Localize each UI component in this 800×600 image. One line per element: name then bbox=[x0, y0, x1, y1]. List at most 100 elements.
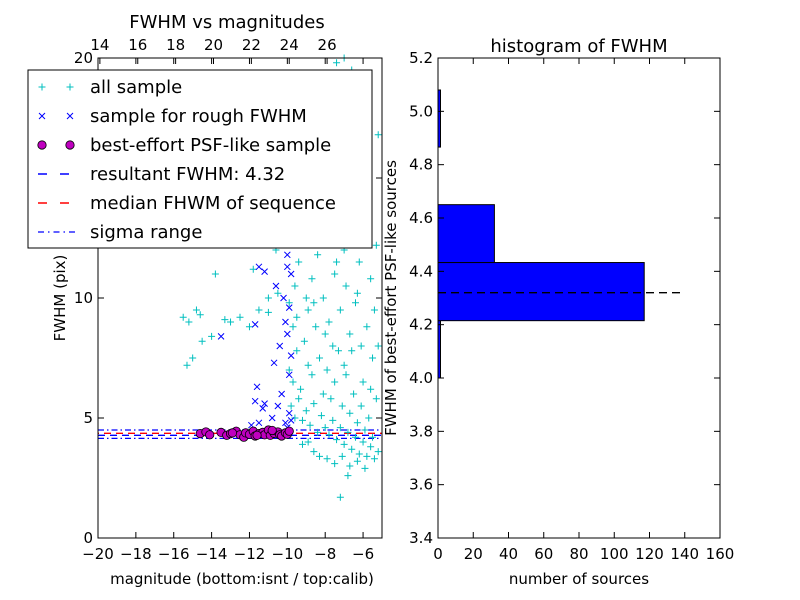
point-all-sample bbox=[374, 131, 382, 139]
point-all-sample bbox=[346, 409, 354, 417]
histogram-x-tick-label: 40 bbox=[499, 545, 518, 563]
point-all-sample bbox=[227, 318, 235, 326]
point-best-effort bbox=[252, 430, 262, 440]
histogram-x-tick-label: 140 bbox=[670, 545, 699, 563]
point-all-sample bbox=[353, 419, 361, 427]
point-all-sample bbox=[351, 433, 359, 441]
point-all-sample bbox=[348, 445, 356, 453]
x-axis-ticks: −20 −18 −16 −14 −12 −10 −8 −6 bbox=[82, 58, 374, 563]
histogram-y-ticks: 3.4 3.6 3.8 4.0 4.2 4.4 4.6 4.8 5.0 5.2 bbox=[409, 49, 720, 547]
point-rough-fwhm bbox=[217, 333, 225, 340]
point-rough-fwhm bbox=[283, 330, 291, 338]
point-all-sample bbox=[325, 431, 333, 439]
point-all-sample bbox=[325, 318, 333, 326]
point-all-sample bbox=[336, 493, 344, 501]
histogram-x-label: number of sources bbox=[509, 570, 649, 588]
point-rough-fwhm bbox=[272, 282, 280, 290]
y-tick-label: 20 bbox=[74, 49, 93, 67]
point-all-sample bbox=[321, 330, 329, 338]
histogram-y-tick-label: 3.6 bbox=[409, 476, 433, 494]
legend-marker-circle bbox=[37, 140, 47, 150]
point-all-sample bbox=[361, 464, 369, 472]
scatter-x-label: magnitude (bottom:isnt / top:calib) bbox=[110, 570, 374, 588]
point-all-sample bbox=[319, 390, 327, 398]
point-all-sample bbox=[304, 438, 312, 446]
point-rough-fwhm bbox=[283, 263, 291, 271]
top-tick-label: 18 bbox=[166, 36, 185, 54]
y-tick-label: 5 bbox=[83, 409, 93, 427]
series-all-sample bbox=[179, 54, 382, 501]
x-tick-label: −6 bbox=[352, 545, 374, 563]
histogram-y-tick-label: 3.8 bbox=[409, 422, 433, 440]
legend-marker-x bbox=[38, 112, 46, 120]
point-all-sample bbox=[255, 306, 263, 314]
point-all-sample bbox=[329, 416, 337, 424]
point-all-sample bbox=[338, 452, 346, 460]
point-all-sample bbox=[317, 412, 325, 420]
point-rough-fwhm bbox=[253, 383, 261, 391]
top-tick-label: 24 bbox=[280, 36, 299, 54]
point-all-sample bbox=[342, 282, 350, 290]
point-rough-fwhm bbox=[259, 405, 267, 412]
point-all-sample bbox=[346, 330, 354, 338]
y-tick-label: 10 bbox=[74, 289, 93, 307]
point-all-sample bbox=[310, 299, 318, 307]
point-all-sample bbox=[372, 395, 380, 403]
point-all-sample bbox=[323, 366, 331, 374]
point-all-sample bbox=[196, 311, 204, 319]
legend-label: best-effort PSF-like sample bbox=[90, 135, 331, 156]
point-all-sample bbox=[374, 342, 382, 350]
point-all-sample bbox=[192, 306, 200, 314]
histogram-y-tick-label: 5.2 bbox=[409, 49, 433, 67]
histogram-title: histogram of FWHM bbox=[490, 36, 667, 57]
point-all-sample bbox=[264, 308, 272, 316]
point-all-sample bbox=[319, 294, 327, 302]
point-rough-fwhm bbox=[255, 419, 263, 427]
point-best-effort bbox=[267, 425, 277, 436]
point-all-sample bbox=[316, 354, 324, 362]
x-tick-label: −14 bbox=[196, 545, 228, 563]
scatter-title: FWHM vs magnitudes bbox=[129, 12, 324, 33]
point-all-sample bbox=[350, 390, 358, 398]
point-all-sample bbox=[302, 294, 310, 302]
point-all-sample bbox=[295, 395, 303, 403]
legend-box bbox=[27, 69, 373, 249]
legend-label: all sample bbox=[90, 77, 182, 98]
point-rough-fwhm bbox=[270, 359, 278, 367]
point-all-sample bbox=[295, 258, 303, 266]
point-rough-fwhm bbox=[268, 414, 276, 422]
point-rough-fwhm bbox=[251, 397, 259, 405]
point-all-sample bbox=[348, 347, 356, 355]
x-tick-label: −12 bbox=[234, 545, 266, 563]
point-all-sample bbox=[274, 289, 282, 297]
histogram-y-tick-label: 4.2 bbox=[409, 316, 433, 334]
point-all-sample bbox=[372, 241, 380, 249]
point-rough-fwhm bbox=[251, 321, 259, 328]
point-all-sample bbox=[291, 414, 299, 422]
scatter-plot-frame bbox=[97, 57, 383, 539]
point-all-sample bbox=[245, 323, 253, 331]
point-all-sample bbox=[331, 378, 339, 386]
point-all-sample bbox=[236, 313, 244, 321]
point-all-sample bbox=[308, 371, 316, 379]
point-rough-fwhm bbox=[287, 417, 295, 424]
histogram-x-ticks: 0 20 40 60 80 100 120 140 160 bbox=[433, 58, 734, 563]
point-all-sample bbox=[185, 318, 193, 326]
top-tick-label: 14 bbox=[90, 36, 109, 54]
point-all-sample bbox=[316, 452, 324, 460]
y-tick-label: 0 bbox=[83, 529, 93, 547]
point-all-sample bbox=[285, 366, 293, 374]
histogram-y-tick-label: 4.0 bbox=[409, 369, 433, 387]
point-all-sample bbox=[357, 402, 365, 410]
point-rough-fwhm bbox=[283, 251, 291, 259]
point-all-sample bbox=[264, 294, 272, 302]
histogram-chart: 0 20 40 60 80 100 120 140 160 3.4 3.6 3.8 4.0 4.2 4.4… bbox=[382, 36, 734, 588]
legend-entries: all sample sample for rough FWHM best-effo… bbox=[37, 77, 336, 243]
point-best-effort bbox=[227, 428, 238, 438]
point-all-sample bbox=[300, 337, 308, 345]
point-rough-fwhm bbox=[282, 318, 289, 326]
point-all-sample bbox=[293, 313, 301, 321]
point-all-sample bbox=[302, 407, 310, 415]
point-all-sample bbox=[306, 421, 314, 429]
